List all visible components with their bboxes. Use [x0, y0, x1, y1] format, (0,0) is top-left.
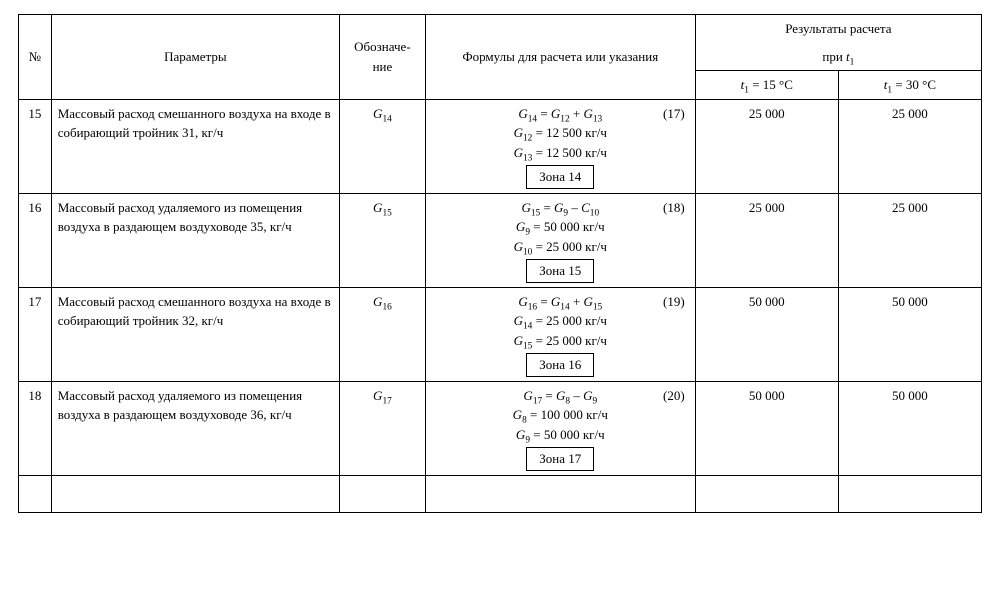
cell-formula: G15 = G9 – С10 (18) G9 = 50 000 кг/ч G10… [425, 193, 695, 287]
l3-var: G [514, 239, 523, 254]
cell-param: Массовый расход смешанного воздуха на вх… [51, 99, 339, 193]
calculation-table: № Параметры Обозначе- ние Формулы для ра… [18, 14, 982, 513]
l3-idx: 13 [523, 153, 532, 163]
zone-badge: Зона 16 [526, 353, 594, 377]
cell-symbol: G15 [339, 193, 425, 287]
equation-number: (20) [663, 386, 685, 406]
table-row: 18 Массовый расход удаляемого из помещен… [19, 381, 982, 475]
eq-op: = [537, 106, 551, 121]
table-header: № Параметры Обозначе- ние Формулы для ра… [19, 15, 982, 100]
header-num: № [19, 15, 52, 100]
header-symbol-l1: Обозначе- [354, 39, 410, 54]
cell-param: Массовый расход удаляемого из помещения … [51, 193, 339, 287]
header-results-top: Результаты расчета [695, 15, 981, 43]
l3-rest: = 25 000 кг/ч [532, 333, 607, 348]
table-spacer-row [19, 475, 982, 512]
cell-param: Массовый расход смешанного воздуха на вх… [51, 287, 339, 381]
l2-rest: = 50 000 кг/ч [530, 219, 605, 234]
l3-rest: = 50 000 кг/ч [530, 427, 605, 442]
equation-number: (19) [663, 292, 685, 312]
cell-symbol: G16 [339, 287, 425, 381]
l3-rest: = 12 500 кг/ч [532, 145, 607, 160]
eq-lhs-var: G [518, 294, 527, 309]
cell-formula: G14 = G12 + G13 (17) G12 = 12 500 кг/ч G… [425, 99, 695, 193]
eq-mid: – [570, 388, 583, 403]
header-symbol-l2: ние [373, 59, 393, 74]
header-results-sub: при t1 [695, 43, 981, 71]
cell-result-2: 25 000 [838, 99, 981, 193]
cell-result-2: 50 000 [838, 381, 981, 475]
eq-mid: + [570, 294, 584, 309]
eq-b-var: С [581, 200, 590, 215]
cell-num: 18 [19, 381, 52, 475]
eq-b-var: G [583, 106, 592, 121]
cell-result-2: 50 000 [838, 287, 981, 381]
l2-var: G [513, 407, 522, 422]
cell-result-1: 50 000 [695, 381, 838, 475]
header-col-t2: t1 = 30 °C [838, 71, 981, 100]
l3-rest: = 25 000 кг/ч [532, 239, 607, 254]
header-param: Параметры [51, 15, 339, 100]
cell-symbol: G14 [339, 99, 425, 193]
cell-result-2: 25 000 [838, 193, 981, 287]
eq-a-var: G [551, 294, 560, 309]
l3-var: G [516, 427, 525, 442]
sym-idx: 16 [382, 302, 391, 312]
eq-a-var: G [554, 200, 563, 215]
header-results-sub-prefix: при [822, 49, 846, 64]
cell-num: 17 [19, 287, 52, 381]
header-results-sub-idx: 1 [850, 57, 855, 67]
eq-lhs-var: G [523, 388, 532, 403]
sym-idx: 17 [382, 396, 391, 406]
l2-rest: = 25 000 кг/ч [532, 313, 607, 328]
header-col-t2-rest: = 30 °C [892, 77, 936, 92]
l3-idx: 15 [523, 341, 532, 351]
table-row: 17 Массовый расход смешанного воздуха на… [19, 287, 982, 381]
eq-a-var: G [551, 106, 560, 121]
equation-number: (18) [663, 198, 685, 218]
cell-result-1: 25 000 [695, 99, 838, 193]
eq-b-var: G [583, 294, 592, 309]
zone-badge: Зона 15 [526, 259, 594, 283]
cell-param: Массовый расход удаляемого из помещения … [51, 381, 339, 475]
sym-idx: 14 [382, 114, 391, 124]
table-row: 15 Массовый расход смешанного воздуха на… [19, 99, 982, 193]
eq-mid: – [568, 200, 581, 215]
zone-badge: Зона 14 [526, 165, 594, 189]
cell-num: 16 [19, 193, 52, 287]
l2-rest: = 12 500 кг/ч [532, 125, 607, 140]
l3-var: G [514, 333, 523, 348]
l2-var: G [514, 125, 523, 140]
eq-op: = [540, 200, 554, 215]
page: № Параметры Обозначе- ние Формулы для ра… [0, 0, 1000, 613]
eq-lhs-var: G [521, 200, 530, 215]
equation-number: (17) [663, 104, 685, 124]
zone-badge: Зона 17 [526, 447, 594, 471]
l2-var: G [516, 219, 525, 234]
eq-a-var: G [556, 388, 565, 403]
cell-symbol: G17 [339, 381, 425, 475]
header-col-t1: t1 = 15 °C [695, 71, 838, 100]
header-symbol: Обозначе- ние [339, 15, 425, 100]
l3-var: G [514, 145, 523, 160]
table-body: 15 Массовый расход смешанного воздуха на… [19, 99, 982, 512]
eq-op: = [542, 388, 556, 403]
cell-num: 15 [19, 99, 52, 193]
cell-formula: G16 = G14 + G15 (19) G14 = 25 000 кг/ч G… [425, 287, 695, 381]
cell-formula: G17 = G8 – G9 (20) G8 = 100 000 кг/ч G9 … [425, 381, 695, 475]
cell-result-1: 50 000 [695, 287, 838, 381]
header-col-t1-rest: = 15 °C [749, 77, 793, 92]
l2-rest: = 100 000 кг/ч [527, 407, 608, 422]
eq-mid: + [570, 106, 584, 121]
sym-idx: 15 [382, 208, 391, 218]
l2-var: G [514, 313, 523, 328]
cell-result-1: 25 000 [695, 193, 838, 287]
header-formula: Формулы для расчета или указания [425, 15, 695, 100]
table-row: 16 Массовый расход удаляемого из помещен… [19, 193, 982, 287]
l3-idx: 10 [523, 247, 532, 257]
eq-op: = [537, 294, 551, 309]
eq-lhs-var: G [518, 106, 527, 121]
